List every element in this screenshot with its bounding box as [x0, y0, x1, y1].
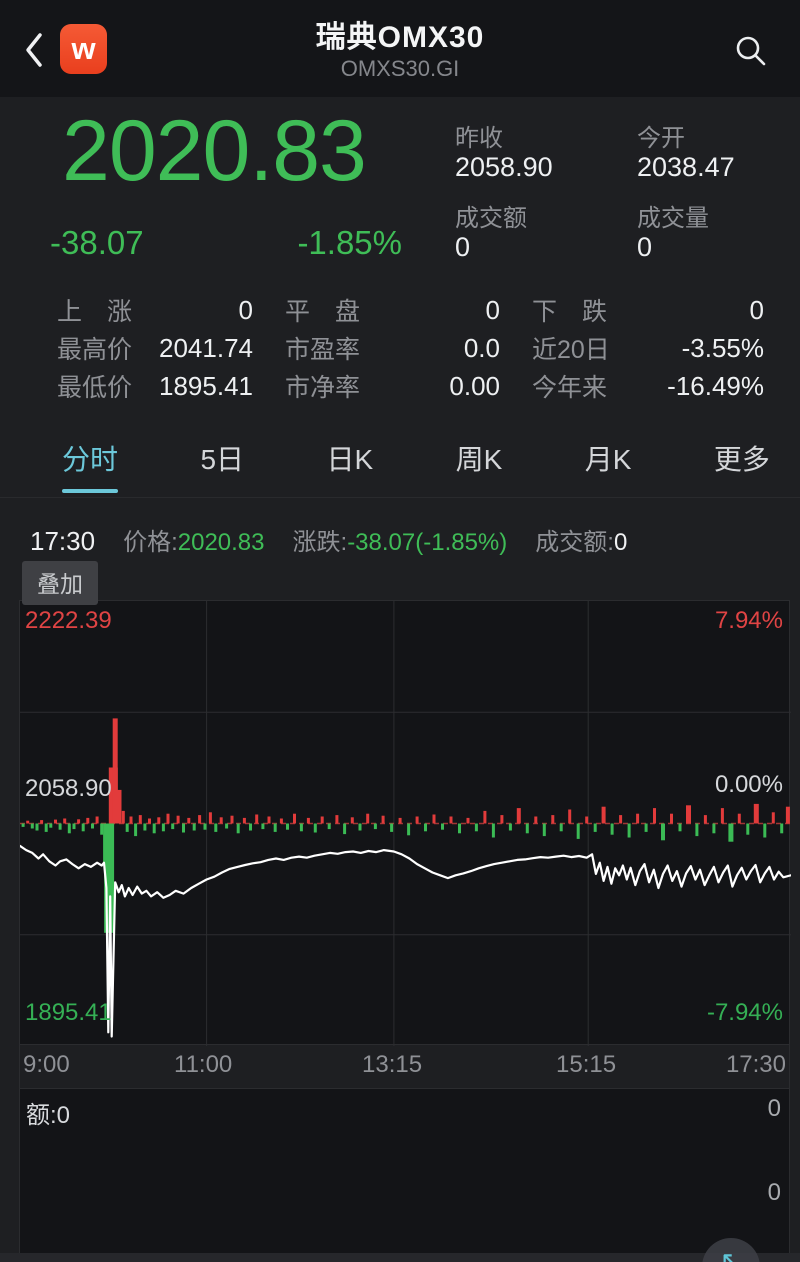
search-icon: [736, 36, 766, 66]
intraday-chart-svg: [20, 601, 791, 1046]
tab-label: 分时: [62, 444, 119, 475]
tab-label: 月K: [584, 444, 632, 475]
volume-value: 0: [637, 232, 653, 262]
stat-value: 0: [485, 294, 500, 325]
stat-low: 最低价 1895.41: [57, 368, 253, 404]
tab-intraday[interactable]: 分时: [62, 438, 119, 496]
chart-region[interactable]: 2222.39 7.94% 2058.90 0.00% 1895.41 -7.9…: [19, 600, 791, 1262]
page-title: 瑞典OMX30: [315, 21, 485, 54]
stat-high: 最高价 2041.74: [57, 330, 253, 366]
stat-value: 0: [238, 294, 253, 325]
price-change-pct: -1.85%: [297, 224, 402, 261]
intraday-price-pane[interactable]: 2222.39 7.94% 2058.90 0.00% 1895.41 -7.9…: [20, 600, 791, 1046]
tab-label: 日K: [326, 444, 374, 475]
stat-ytd: 今年来 -16.49%: [532, 368, 764, 404]
crosshair-readout: 17:30 价格:2020.83 涨跌:-38.07(-1.85%) 成交额:0: [30, 522, 790, 557]
stat-20day: 近20日 -3.55%: [532, 330, 764, 366]
app-badge-letter: w: [71, 31, 96, 66]
back-button[interactable]: [16, 28, 52, 72]
turnover-value: 0: [455, 232, 471, 262]
open-value: 2038.47: [637, 152, 735, 182]
stat-label: 近20日: [532, 336, 610, 364]
x-axis: 9:00 11:00 13:15 15:15 17:30: [20, 1045, 789, 1088]
stat-unchanged: 平 盘 0: [285, 292, 500, 328]
stats-row: 最低价 1895.41 市净率 0.00 今年来 -16.49%: [0, 368, 800, 403]
tab-label: 周K: [455, 444, 503, 475]
readout-amount-value: 0: [613, 529, 628, 556]
bottom-panel-edge: [0, 1253, 800, 1262]
turnover-label: 成交额: [455, 205, 527, 232]
x-tick: 13:15: [362, 1051, 423, 1078]
x-tick: 11:00: [174, 1051, 233, 1078]
stat-pb: 市净率 0.00: [285, 368, 500, 404]
readout-amount: 成交额:0: [535, 522, 627, 557]
active-tab-underline: [62, 489, 119, 493]
readout-price-value: 2020.83: [177, 529, 265, 556]
stat-label: 最高价: [57, 336, 133, 364]
readout-price: 价格:2020.83: [123, 522, 264, 557]
search-button[interactable]: [732, 32, 770, 70]
x-tick: 15:15: [556, 1051, 617, 1078]
y-axis-high-price: 2222.39: [25, 607, 112, 634]
prev-close-value: 2058.90: [455, 152, 553, 182]
stat-value: -3.55%: [681, 332, 764, 363]
y-axis-prev-close: 2058.90: [25, 775, 112, 802]
tab-weekly-k[interactable]: 周K: [456, 438, 503, 496]
stat-value: 0: [749, 294, 764, 325]
stat-value: 1895.41: [159, 370, 253, 401]
open-label: 今开: [637, 125, 685, 152]
stat-label: 最低价: [57, 374, 133, 402]
tab-label: 更多: [713, 444, 770, 475]
readout-amount-label: 成交额:: [535, 529, 614, 556]
prev-close-label: 昨收: [455, 125, 503, 152]
y-axis-low-pct: -7.94%: [706, 999, 783, 1026]
volume-pane[interactable]: 额:0 0 0: [20, 1088, 789, 1262]
last-price: 2020.83: [62, 103, 367, 199]
tab-daily-k[interactable]: 日K: [327, 438, 374, 496]
tab-label: 5日: [200, 444, 245, 475]
readout-time: 17:30: [30, 526, 96, 556]
stat-label: 上 涨: [57, 298, 133, 326]
stat-label: 市盈率: [285, 336, 361, 364]
readout-change-label: 涨跌:: [292, 529, 348, 556]
x-tick: 9:00: [23, 1051, 70, 1078]
stat-value: 2041.74: [159, 332, 253, 363]
price-change: -38.07: [50, 224, 144, 261]
y-axis-low-price: 1895.41: [25, 999, 112, 1026]
tab-5day[interactable]: 5日: [200, 438, 244, 496]
tab-more[interactable]: 更多: [714, 438, 770, 496]
stat-label: 下 跌: [532, 298, 608, 326]
volume-axis-max: 0: [767, 1095, 781, 1122]
chevron-left-icon: [26, 33, 42, 67]
readout-change: 涨跌:-38.07(-1.85%): [293, 522, 508, 557]
ticker-symbol: OMXS30.GI: [340, 56, 460, 81]
readout-price-label: 价格:: [123, 529, 178, 556]
stats-row: 最高价 2041.74 市盈率 0.0 近20日 -3.55%: [0, 330, 800, 365]
stat-label: 平 盘: [285, 298, 361, 326]
volume-axis-mid: 0: [767, 1179, 781, 1206]
stat-pe: 市盈率 0.0: [285, 330, 500, 366]
stat-decliners: 下 跌 0: [532, 292, 764, 328]
readout-change-value: -38.07(-1.85%): [347, 529, 508, 556]
stat-label: 市净率: [285, 374, 361, 402]
stat-advancers: 上 涨 0: [57, 292, 253, 328]
y-axis-high-pct: 7.94%: [714, 607, 783, 634]
chart-period-tabs: 分时 5日 日K 周K 月K 更多: [0, 428, 800, 498]
stat-value: 0.00: [449, 370, 500, 401]
x-tick: 17:30: [725, 1051, 786, 1078]
header-bar: w 瑞典OMX30 OMXS30.GI: [0, 0, 800, 97]
stat-value: 0.0: [463, 332, 500, 363]
y-axis-zero-pct: 0.00%: [714, 771, 783, 798]
volume-readout: 额:0: [26, 1102, 71, 1129]
expand-icon: ↖: [719, 1246, 743, 1262]
overlay-compare-button[interactable]: 叠加: [22, 561, 98, 605]
volume-label: 成交量: [637, 205, 709, 232]
stat-label: 今年来: [532, 374, 608, 402]
wind-app-logo[interactable]: w: [60, 24, 107, 74]
tab-monthly-k[interactable]: 月K: [585, 438, 632, 496]
stats-row: 上 涨 0 平 盘 0 下 跌 0: [0, 292, 800, 327]
stat-value: -16.49%: [667, 370, 764, 401]
